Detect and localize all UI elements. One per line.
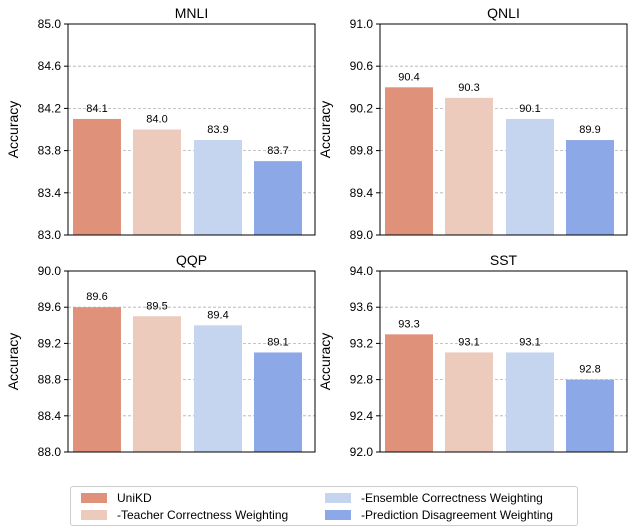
qqp-ylabel: Accuracy — [5, 333, 21, 391]
qqp-bar-teacher-correctness-weighting — [133, 316, 181, 452]
mnli-ytick-label: 83.4 — [38, 186, 62, 200]
sst-value-label: 92.8 — [579, 364, 600, 376]
qqp-bar-unikd — [73, 307, 121, 452]
mnli-ylabel: Accuracy — [5, 101, 21, 159]
qnli-value-label: 90.4 — [398, 71, 419, 83]
mnli-value-label: 84.0 — [146, 114, 167, 126]
qnli-value-label: 89.9 — [579, 124, 600, 136]
sst-ytick-label: 92.4 — [350, 409, 374, 423]
legend-label-unikd: UniKD — [117, 491, 152, 505]
legend-item-unikd: UniKD — [81, 491, 152, 505]
sst-bar-prediction-disagreement-weighting — [566, 379, 614, 452]
legend-label-ensemble-correctness: -Ensemble Correctness Weighting — [361, 491, 543, 505]
legend: UniKD -Teacher Correctness Weighting -En… — [70, 486, 578, 526]
sst-ytick-label: 93.6 — [350, 300, 374, 314]
mnli-bar-ensemble-correctness-weighting — [194, 140, 242, 235]
qnli-axes-frame — [379, 23, 628, 236]
qqp-bar-ensemble-correctness-weighting — [194, 325, 242, 452]
qqp-value-label: 89.4 — [207, 309, 228, 321]
sst-axes-frame — [379, 270, 628, 453]
sst-value-label: 93.3 — [398, 318, 419, 330]
sst-ytick-label: 94.0 — [350, 264, 374, 278]
mnli-value-label: 83.9 — [207, 124, 228, 136]
legend-swatch-prediction-disagreement — [325, 510, 351, 520]
sst-value-label: 93.1 — [519, 336, 540, 348]
qnli-ytick-label: 91.0 — [350, 17, 374, 31]
mnli-ytick-label: 84.2 — [38, 101, 62, 115]
qnli-value-label: 90.3 — [458, 82, 479, 94]
mnli-ytick-label: 83.8 — [38, 144, 62, 158]
qnli-ylabel: Accuracy — [317, 101, 333, 159]
qqp-ytick-label: 90.0 — [38, 264, 62, 278]
qqp-ytick-label: 89.2 — [38, 336, 62, 350]
legend-swatch-unikd — [81, 493, 107, 503]
qqp-value-label: 89.5 — [146, 300, 167, 312]
qqp-ytick-label: 88.0 — [38, 445, 62, 459]
sst-bar-unikd — [385, 334, 433, 452]
qnli-ytick-label: 90.6 — [350, 59, 374, 73]
qnli-bar-prediction-disagreement-weighting — [566, 140, 614, 235]
mnli-bar-prediction-disagreement-weighting — [254, 161, 302, 235]
qnli-title: QNLI — [487, 5, 520, 21]
qnli-bar-teacher-correctness-weighting — [445, 97, 493, 235]
qqp-value-label: 89.1 — [267, 336, 288, 348]
qnli-value-label: 90.1 — [519, 103, 540, 115]
sst-ytick-label: 92.0 — [350, 445, 374, 459]
mnli-ytick-label: 83.0 — [38, 228, 62, 242]
legend-label-teacher-correctness: -Teacher Correctness Weighting — [117, 508, 289, 522]
mnli-bar-teacher-correctness-weighting — [133, 129, 181, 235]
qnli-bar-ensemble-correctness-weighting — [506, 118, 554, 235]
qqp-value-label: 89.6 — [86, 291, 107, 303]
mnli-axes-frame — [67, 23, 316, 236]
mnli-title: MNLI — [175, 5, 208, 21]
sst-bar-ensemble-correctness-weighting — [506, 352, 554, 452]
qqp-ytick-label: 89.6 — [38, 300, 62, 314]
mnli-value-label: 83.7 — [267, 145, 288, 157]
sst-value-label: 93.1 — [458, 336, 479, 348]
mnli-value-label: 84.1 — [86, 103, 107, 115]
qqp-axes-frame — [67, 270, 316, 453]
qnli-ytick-label: 90.2 — [350, 101, 374, 115]
legend-swatch-teacher-correctness — [81, 510, 107, 520]
mnli-ytick-label: 84.6 — [38, 59, 62, 73]
qqp-bar-prediction-disagreement-weighting — [254, 352, 302, 452]
qnli-ytick-label: 89.8 — [350, 144, 374, 158]
sst-title: SST — [490, 252, 518, 268]
mnli-ytick-label: 85.0 — [38, 17, 62, 31]
sst-ylabel: Accuracy — [317, 333, 333, 391]
legend-item-ensemble-correctness: -Ensemble Correctness Weighting — [325, 491, 543, 505]
sst-ytick-label: 93.2 — [350, 336, 374, 350]
qnli-ytick-label: 89.0 — [350, 228, 374, 242]
qqp-title: QQP — [176, 252, 207, 268]
qqp-ytick-label: 88.8 — [38, 373, 62, 387]
sst-bar-teacher-correctness-weighting — [445, 352, 493, 452]
mnli-bar-unikd — [73, 118, 121, 235]
qnli-ytick-label: 89.4 — [350, 186, 374, 200]
legend-item-teacher-correctness: -Teacher Correctness Weighting — [81, 508, 288, 522]
legend-label-prediction-disagreement: -Prediction Disagreement Weighting — [361, 508, 553, 522]
qqp-ytick-label: 88.4 — [38, 409, 62, 423]
legend-item-prediction-disagreement: -Prediction Disagreement Weighting — [325, 508, 553, 522]
legend-swatch-ensemble-correctness — [325, 493, 351, 503]
sst-ytick-label: 92.8 — [350, 373, 374, 387]
qnli-bar-unikd — [385, 87, 433, 235]
